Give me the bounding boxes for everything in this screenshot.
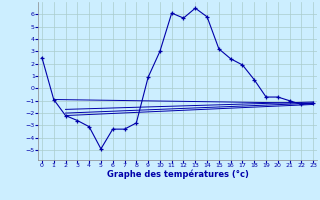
X-axis label: Graphe des températures (°c): Graphe des températures (°c) xyxy=(107,170,249,179)
